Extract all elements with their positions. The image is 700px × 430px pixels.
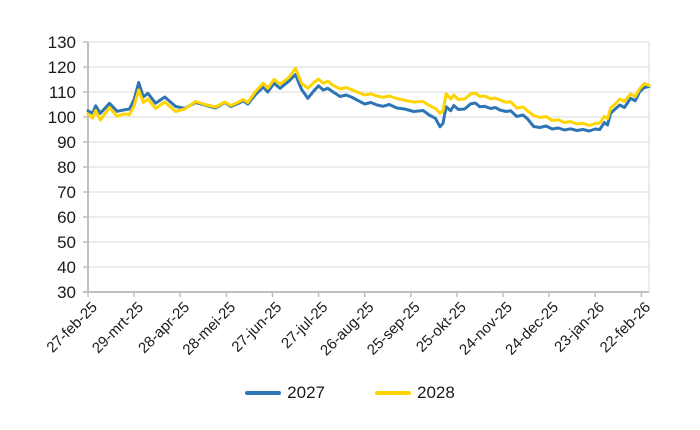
- y-axis-label: 110: [49, 83, 76, 102]
- legend-label-2027: 2027: [287, 383, 325, 402]
- y-axis-label: 70: [57, 183, 76, 202]
- legend-line-swatch-2028: [375, 390, 411, 395]
- legend-line-swatch-2027: [245, 390, 282, 395]
- y-axis-label: 90: [57, 133, 76, 152]
- y-axis-label: 40: [57, 258, 76, 277]
- y-axis-label: 50: [57, 233, 76, 252]
- legend-item-2027: 2027: [245, 384, 325, 401]
- series-line-2028: [86, 66, 651, 127]
- y-axis-label: 120: [48, 58, 76, 77]
- chart-legend: 2027 2028: [0, 384, 700, 401]
- y-axis-label: 100: [48, 108, 76, 127]
- x-axis-label: 27-jun-25: [228, 299, 285, 356]
- y-axis-label: 60: [57, 208, 76, 227]
- x-axis-label: 22-feb-26: [597, 299, 654, 356]
- legend-item-2028: 2028: [375, 384, 455, 401]
- y-axis-label: 30: [57, 283, 76, 302]
- y-axis-label: 130: [48, 33, 76, 52]
- y-axis-label: 80: [57, 158, 76, 177]
- legend-label-2028: 2028: [417, 383, 455, 402]
